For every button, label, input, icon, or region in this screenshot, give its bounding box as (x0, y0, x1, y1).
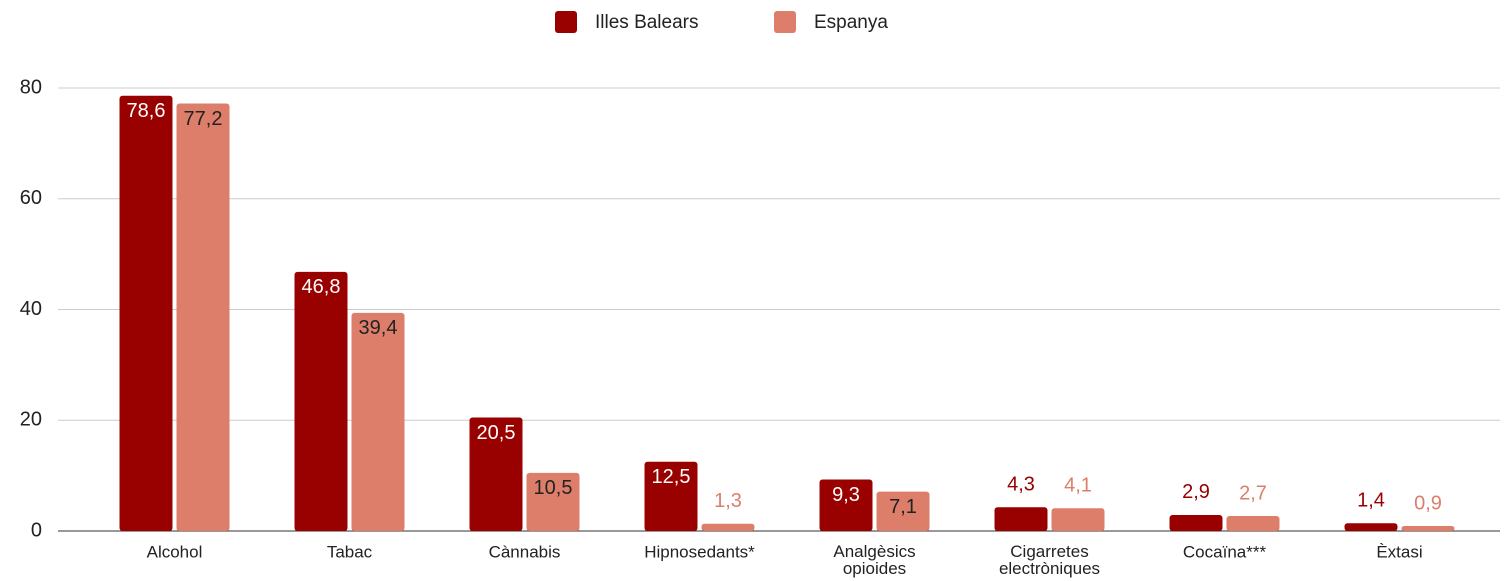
legend-label: Espanya (814, 12, 888, 33)
x-tick-label: Tabac (327, 542, 373, 561)
y-tick-label: 0 (31, 519, 42, 541)
value-label: 12,5 (652, 466, 691, 488)
value-label: 1,3 (714, 490, 742, 512)
legend-swatch (774, 11, 796, 33)
x-tick-label: Alcohol (147, 542, 203, 561)
value-label: 39,4 (359, 317, 398, 339)
bar (1401, 526, 1455, 531)
value-label: 4,1 (1064, 475, 1092, 497)
value-label: 46,8 (302, 276, 341, 298)
value-label: 7,1 (889, 496, 917, 518)
x-tick-label: Hipnosedants* (644, 542, 755, 561)
bar (701, 523, 755, 531)
value-label: 0,9 (1414, 492, 1442, 514)
y-tick-label: 20 (20, 409, 42, 431)
bar (526, 472, 580, 531)
value-label: 4,3 (1007, 473, 1035, 495)
value-label: 20,5 (477, 422, 516, 444)
bar (1051, 508, 1105, 531)
legend-label: Illes Balears (595, 12, 699, 33)
y-tick-label: 60 (20, 187, 42, 209)
bar (119, 95, 173, 531)
value-label: 78,6 (127, 100, 166, 122)
x-tick-label: Analgèsics opioides (833, 542, 915, 578)
bar (994, 507, 1048, 531)
bar (1226, 516, 1280, 531)
bar (644, 461, 698, 531)
value-label: 2,9 (1182, 481, 1210, 503)
legend-swatch (555, 11, 577, 33)
x-tick-label: Èxtasi (1376, 542, 1422, 561)
bar (351, 312, 405, 531)
bar (176, 103, 230, 531)
bar (1344, 523, 1398, 531)
bar (294, 271, 348, 531)
value-label: 1,4 (1357, 490, 1385, 512)
bar (1169, 514, 1223, 531)
bar (819, 479, 873, 531)
x-tick-label: Cigarretes electròniques (999, 542, 1100, 578)
bar (469, 417, 523, 531)
value-label: 9,3 (832, 484, 860, 506)
y-tick-label: 40 (20, 298, 42, 320)
x-tick-label: Cànnabis (489, 542, 561, 561)
value-label: 2,7 (1239, 482, 1267, 504)
y-tick-label: 80 (20, 76, 42, 98)
value-label: 77,2 (184, 108, 223, 130)
bar (876, 491, 930, 531)
value-label: 10,5 (534, 477, 573, 499)
x-tick-label: Cocaïna*** (1183, 542, 1267, 561)
